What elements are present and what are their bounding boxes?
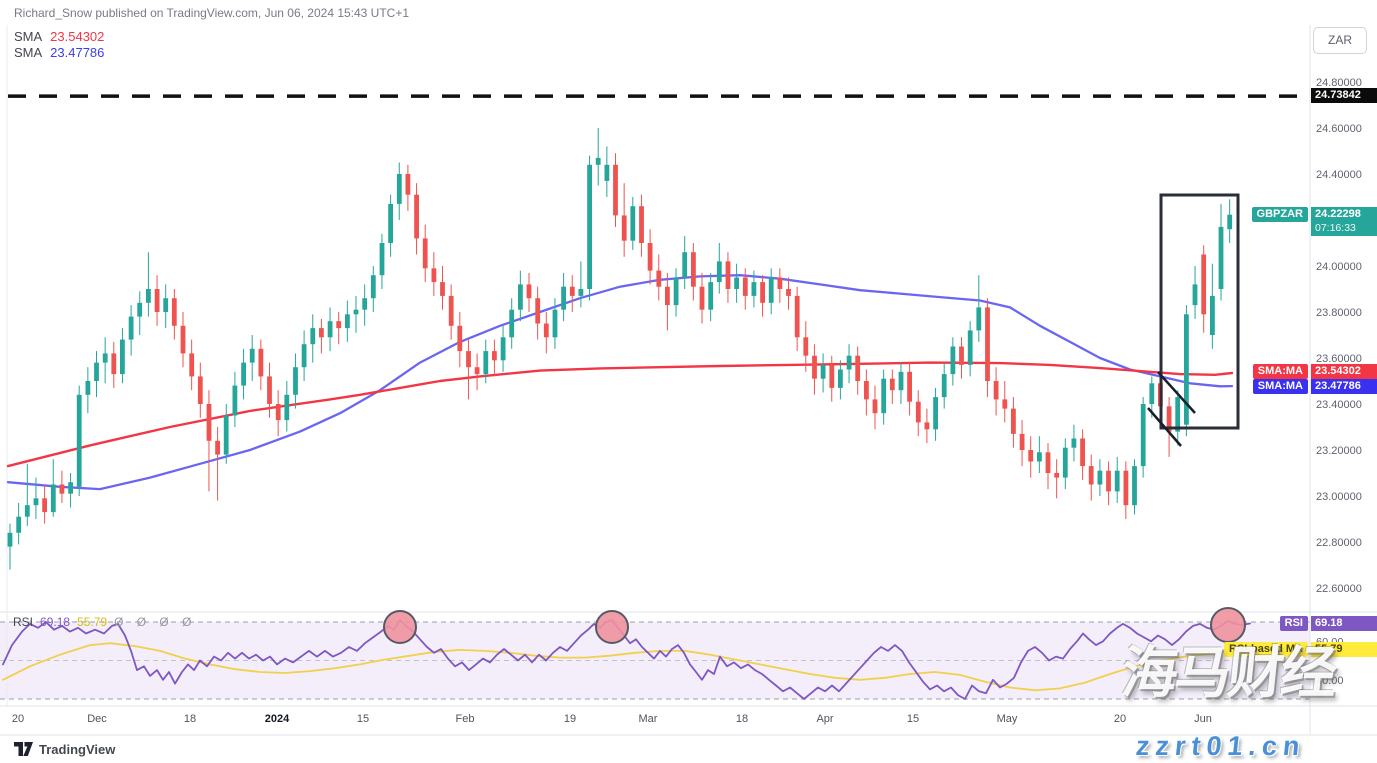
- sma2-label: SMA: [14, 45, 43, 60]
- price-axis-label: 23.60000: [1316, 353, 1362, 365]
- rsi-ma-line[interactable]: [2, 642, 1241, 692]
- tradingview-brand-text: TradingView: [39, 741, 116, 757]
- price-axis-label: 22.60000: [1316, 583, 1362, 595]
- currency-button[interactable]: ZAR: [1313, 27, 1367, 54]
- watermark-chinese-text: 海马财经: [1118, 641, 1338, 704]
- pane-separators: [0, 25, 1377, 736]
- rsi-pane-background: [0, 621, 1310, 700]
- time-axis-label: Dec: [87, 713, 107, 725]
- sma2-chip: SMA:MA: [1252, 378, 1308, 394]
- time-axis-label: 20: [1114, 713, 1126, 725]
- tradingview-logo-icon: [14, 741, 33, 756]
- sma1-chip: SMA:MA: [1252, 363, 1308, 379]
- time-axis-label: May: [997, 713, 1018, 725]
- rsi-ma-value: 55.79: [77, 615, 108, 629]
- price-axis-label: 24.60000: [1316, 123, 1362, 135]
- price-axis-label: 23.20000: [1316, 445, 1362, 457]
- time-axis-label: 15: [357, 713, 369, 725]
- time-axis-label: 2024: [265, 713, 290, 725]
- sma1-value: 23.54302: [50, 29, 105, 44]
- watermark-url-text: zzrt01.cn: [1134, 731, 1308, 761]
- time-axis-label: 19: [564, 713, 576, 725]
- time-axis-label: 20: [12, 713, 24, 725]
- price-axis-label: 23.00000: [1316, 491, 1362, 503]
- sma-legend-row-2[interactable]: SMA 23.47786: [14, 45, 104, 61]
- time-axis-label: 15: [907, 713, 919, 725]
- rsi-line[interactable]: [2, 619, 1251, 700]
- rsi-axis-badge: 69.18: [1311, 616, 1377, 632]
- symbol-price-badge: 24.22298 07:16:33: [1311, 207, 1377, 237]
- sma-red-line[interactable]: [6, 361, 1234, 468]
- price-axis-label: 24.40000: [1316, 169, 1362, 181]
- rsi-ma-axis-badge: 55.79: [1311, 641, 1377, 657]
- rsi-label: RSI: [13, 615, 34, 629]
- rsi-axis-label: 40.00: [1316, 675, 1344, 687]
- price-axis-label: 23.80000: [1316, 307, 1362, 319]
- sma2-value: 23.47786: [50, 45, 105, 60]
- candlestick-series[interactable]: [7, 128, 1233, 570]
- bar-countdown: 07:16:33: [1315, 222, 1356, 235]
- time-axis-label: Jun: [1194, 713, 1212, 725]
- rsi-peak-circles[interactable]: [383, 607, 1246, 644]
- sma-blue-line[interactable]: [6, 274, 1234, 491]
- price-axis-label: 24.80000: [1316, 77, 1362, 89]
- sma-legend-row-1[interactable]: SMA 23.54302: [14, 29, 104, 45]
- price-axis-labels[interactable]: 24.80000 24.60000 24.40000 24.00000 23.80000…: [1316, 77, 1362, 687]
- time-axis-labels[interactable]: 20 Dec 18 2024 15 Feb 19 Mar 18 Apr 15 May 20 Jun: [12, 713, 1212, 725]
- time-axis-label: Apr: [816, 713, 833, 725]
- price-axis-label: 23.40000: [1316, 399, 1362, 411]
- sma2-axis-badge: 23.47786: [1311, 378, 1377, 394]
- time-axis-label: 18: [736, 713, 748, 725]
- indicator-legend: SMA 23.54302 SMA 23.47786: [14, 29, 104, 61]
- time-axis-label: Mar: [639, 713, 658, 725]
- rsi-legend-row[interactable]: RSI 69.18 55.79 Ø Ø Ø Ø: [13, 615, 203, 629]
- price-axis-label: 24.00000: [1316, 261, 1362, 273]
- drawing-annotations[interactable]: [1147, 193, 1240, 447]
- price-axis-label: 22.80000: [1316, 537, 1362, 549]
- symbol-chip: GBPZAR: [1251, 206, 1308, 222]
- time-axis-label: Feb: [456, 713, 475, 725]
- sma1-axis-badge: 23.54302: [1311, 363, 1377, 379]
- rsi-chip: RSI: [1279, 616, 1308, 632]
- time-axis-label: 18: [184, 713, 196, 725]
- tradingview-logo-link[interactable]: TradingView: [14, 740, 115, 758]
- rsi-ma-chip: RSI-based MA: [1224, 641, 1308, 657]
- level-price-badge: 24.73842: [1311, 88, 1377, 104]
- sma1-label: SMA: [14, 29, 43, 44]
- attribution-text: Richard_Snow published on TradingView.co…: [14, 6, 410, 20]
- symbol-last-price: 24.22298: [1315, 208, 1361, 221]
- rsi-value: 69.18: [40, 615, 71, 629]
- rsi-hidden-values: Ø Ø Ø Ø: [114, 615, 197, 629]
